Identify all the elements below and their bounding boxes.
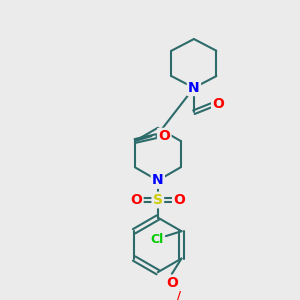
Text: N: N: [188, 81, 200, 95]
Text: O: O: [166, 276, 178, 290]
Text: Cl: Cl: [150, 232, 164, 245]
Text: O: O: [173, 193, 185, 207]
Text: O: O: [158, 129, 170, 143]
Text: O: O: [130, 193, 142, 207]
Text: O: O: [212, 98, 224, 111]
Text: S: S: [153, 193, 163, 207]
Text: /: /: [177, 291, 182, 300]
Text: N: N: [152, 173, 164, 188]
